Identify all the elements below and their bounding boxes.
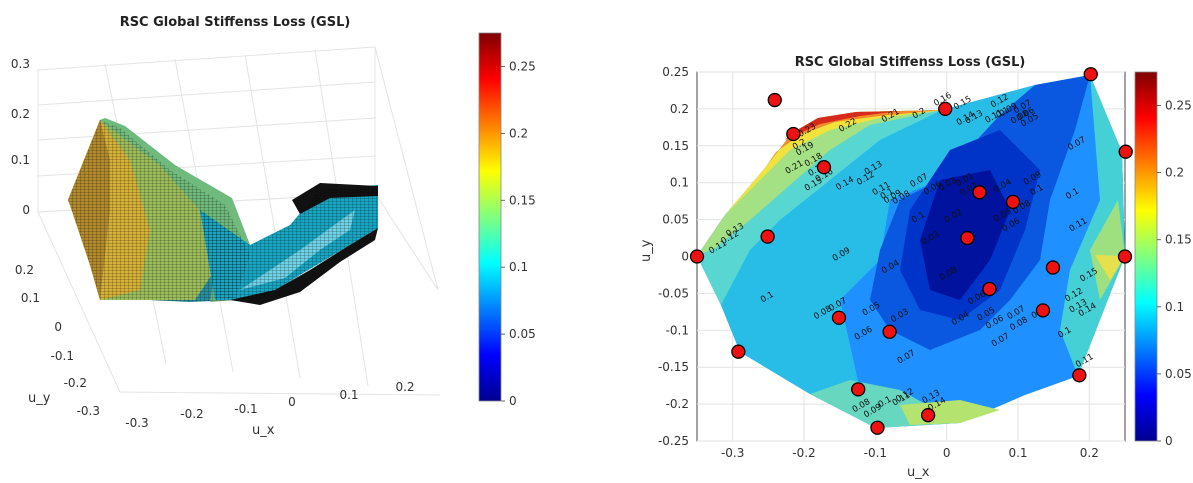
y-tick-label: 0.2: [670, 102, 689, 116]
contour-fill: [697, 75, 1125, 428]
x-tick: 0.2: [395, 380, 414, 394]
x-tick: -0.1: [234, 402, 257, 416]
data-point: [938, 101, 953, 117]
data-point: [689, 249, 705, 264]
x-tick: -0.2: [180, 407, 203, 421]
contour-colorbar: 0 0.05 0.1 0.15 0.2 0.25: [1134, 71, 1192, 448]
y-tick-label: -0.1: [666, 323, 689, 337]
surface-mesh: [68, 118, 378, 305]
colorbar-tick-label: 0.15: [509, 193, 536, 207]
data-point: [767, 92, 782, 108]
colorbar-tick-label: 0.2: [509, 126, 528, 140]
contour-plot: RSC Global Stiffenss Loss (GSL): [639, 55, 1192, 480]
x-tick: -0.3: [125, 416, 148, 430]
surface-ylabel: u_y: [28, 391, 51, 406]
data-point: [1035, 303, 1051, 318]
surface-plot: RSC Global Stiffenss Loss (GSL): [11, 15, 536, 438]
x-tick-label: -0.3: [721, 446, 744, 460]
y-tick: 0: [54, 320, 62, 334]
x-tick-label: -0.2: [792, 446, 815, 460]
y-tick-label: -0.05: [658, 286, 689, 300]
y-tick-label: 0.25: [662, 65, 689, 79]
data-point: [1005, 194, 1021, 210]
surface-y-ticks: 0.2 0.1 0 -0.1 -0.2 -0.3: [15, 263, 100, 418]
data-point: [982, 281, 997, 297]
y-tick: -0.2: [64, 376, 87, 390]
data-point: [960, 230, 975, 246]
z-tick: 0.3: [11, 57, 30, 71]
y-tick-label: 0.05: [662, 213, 689, 227]
y-tick-label: -0.15: [658, 360, 689, 374]
x-tick-label: 0.1: [1008, 446, 1027, 460]
data-point: [831, 310, 847, 325]
y-tick-label: 0.1: [670, 176, 689, 190]
data-point: [1117, 249, 1133, 264]
colorbar-tick-label: 0: [509, 394, 517, 408]
y-tick-label: 0: [681, 250, 689, 264]
x-tick-label: 0: [943, 446, 951, 460]
surface-xlabel: u_x: [252, 423, 275, 438]
z-tick: 0.2: [11, 107, 30, 121]
y-tick: -0.3: [77, 404, 100, 418]
data-point: [760, 229, 775, 244]
colorbar-tick-label: 0.15: [1165, 233, 1192, 247]
data-point: [882, 324, 897, 339]
colorbar-tick-label: 0.2: [1165, 166, 1184, 180]
contour-colorbar-bar: [1134, 71, 1158, 442]
surface-title: RSC Global Stiffenss Loss (GSL): [120, 15, 351, 30]
y-tick: 0.2: [15, 263, 34, 277]
data-point: [816, 160, 832, 175]
y-tick: -0.1: [51, 349, 74, 363]
colorbar-tick-label: 0.05: [1165, 367, 1192, 381]
y-tick: 0.1: [21, 291, 40, 305]
data-point: [1072, 368, 1087, 383]
colorbar-tick-label: 0.1: [1165, 300, 1184, 314]
contour-ylabel: u_y: [639, 239, 654, 262]
colorbar-tick-label: 0.25: [509, 59, 536, 73]
y-tick-label: 0.15: [662, 139, 689, 153]
contour-axes: 0.23 0.220.21 0.20.210.20.190.180.170.160.…: [658, 65, 1133, 460]
data-point: [786, 126, 801, 142]
surface-z-ticks: 0 0.1 0.2 0.3: [11, 57, 30, 217]
x-tick: 0.1: [339, 388, 358, 402]
data-point: [972, 185, 987, 200]
data-point: [920, 408, 936, 423]
z-tick: 0: [22, 203, 30, 217]
colorbar-tick-label: 0: [1165, 434, 1173, 448]
data-point: [1083, 67, 1098, 82]
data-point: [1045, 260, 1061, 275]
surface-colorbar: 0 0.05 0.1 0.15 0.2 0.25: [478, 32, 536, 408]
x-tick: 0: [288, 395, 296, 409]
surface-x-ticks: -0.3 -0.2 -0.1 0 0.1 0.2: [125, 380, 414, 430]
surface-colorbar-bar: [478, 32, 502, 402]
colorbar-tick-label: 0.05: [509, 327, 536, 341]
y-tick-label: -0.25: [658, 434, 689, 448]
data-point: [1118, 144, 1133, 159]
contour-title: RSC Global Stiffenss Loss (GSL): [795, 55, 1026, 70]
colorbar-tick-label: 0.25: [1165, 99, 1192, 113]
colorbar-tick-label: 0.1: [509, 260, 528, 274]
data-point: [851, 382, 866, 397]
data-point: [731, 344, 746, 359]
x-tick-label: -0.1: [864, 446, 887, 460]
data-point: [870, 420, 885, 435]
z-tick: 0.1: [11, 153, 30, 167]
x-tick-label: 0.2: [1080, 446, 1099, 460]
contour-xlabel: u_x: [907, 465, 930, 480]
y-tick-label: -0.2: [666, 397, 689, 411]
